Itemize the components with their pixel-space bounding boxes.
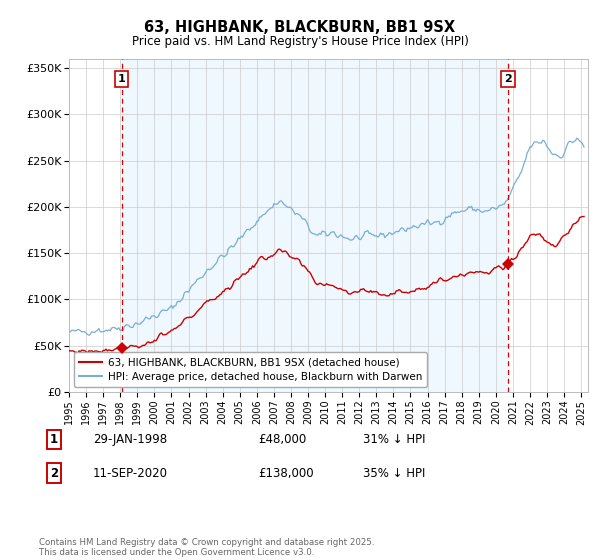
Text: 11-SEP-2020: 11-SEP-2020	[93, 466, 168, 480]
Text: 1: 1	[50, 433, 58, 446]
Bar	[122, 59, 508, 392]
Text: 31% ↓ HPI: 31% ↓ HPI	[363, 433, 425, 446]
Text: Contains HM Land Registry data © Crown copyright and database right 2025.
This d: Contains HM Land Registry data © Crown c…	[39, 538, 374, 557]
Text: 63, HIGHBANK, BLACKBURN, BB1 9SX: 63, HIGHBANK, BLACKBURN, BB1 9SX	[145, 20, 455, 35]
Text: 35% ↓ HPI: 35% ↓ HPI	[363, 466, 425, 480]
Text: 2: 2	[504, 74, 512, 84]
Text: 2: 2	[50, 466, 58, 480]
Legend: 63, HIGHBANK, BLACKBURN, BB1 9SX (detached house), HPI: Average price, detached : 63, HIGHBANK, BLACKBURN, BB1 9SX (detach…	[74, 352, 427, 387]
Text: 1: 1	[118, 74, 125, 84]
Text: £48,000: £48,000	[258, 433, 306, 446]
Text: Price paid vs. HM Land Registry's House Price Index (HPI): Price paid vs. HM Land Registry's House …	[131, 35, 469, 48]
Text: 29-JAN-1998: 29-JAN-1998	[93, 433, 167, 446]
Text: £138,000: £138,000	[258, 466, 314, 480]
